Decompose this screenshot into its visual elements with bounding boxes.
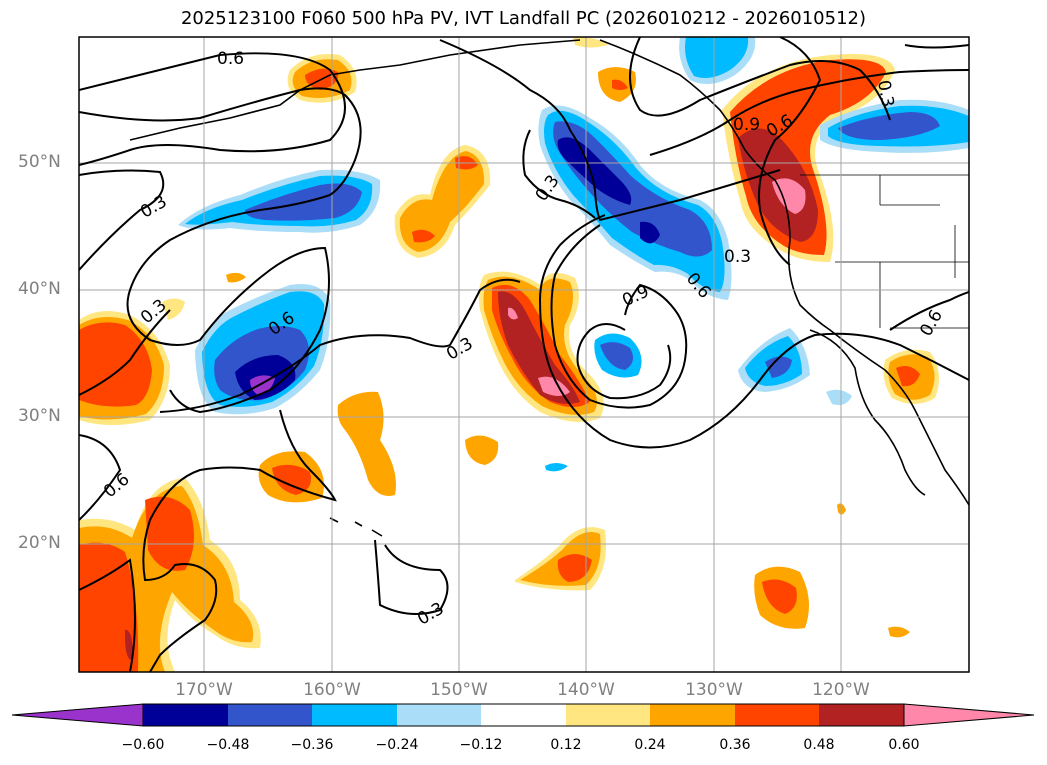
shade-darkred [498,291,580,404]
contour-line [576,323,672,400]
colorbar-bin [481,704,566,726]
lon-label: 140°W [557,680,615,700]
contour-line [374,539,449,615]
hawaii-islands [329,517,383,537]
shade-orange [465,435,499,465]
lat-label: 30°N [18,406,61,426]
lat-label: 40°N [18,279,61,299]
shade-lightblue [826,389,852,405]
colorbar-bin [312,704,397,726]
shade-blue [600,342,634,370]
contour-line [439,39,781,222]
contour-line [522,129,596,219]
colorbar-bin [735,704,819,726]
shade-red [557,554,592,582]
north-america-coast [599,39,969,506]
contour-label: 0.3 [724,247,751,267]
shade-pink [508,307,518,320]
contour-line [538,214,969,449]
contour-line [629,37,891,121]
shade-red [272,464,312,495]
shade-orange [337,391,396,496]
contour-line [550,224,688,409]
shade-cyan [685,37,749,78]
lat-label: 20°N [18,533,61,553]
shade-cyan [545,463,568,472]
positive-anomalies [79,37,939,672]
contour-line [904,44,969,49]
contour-line [79,87,362,414]
contour-line [649,69,969,156]
colorbar-extend-low [11,703,144,727]
colorbar-tick-label: −0.12 [459,737,503,753]
baja-coast [809,329,926,496]
shade-orange [399,151,485,252]
chart-title: 2025123100 F060 500 hPa PV, IVT Landfall… [180,8,867,29]
lon-label: 160°W [303,680,361,700]
colorbar-tick-label: −0.48 [206,737,250,753]
colorbar-bin [397,704,481,726]
shade-red [896,366,920,387]
shade-red [762,579,797,614]
colorbar-bin [228,704,312,726]
shade-yellow [162,298,185,320]
contour-line [79,309,171,396]
colorbar-bin [143,704,228,726]
colorbar-tick-label: 0.36 [719,737,751,753]
shade-navy [557,137,632,205]
contour-line [142,409,337,672]
contour-label: 0.3 [873,79,897,109]
contour-line [159,278,521,413]
shade-red [79,542,139,672]
contour-line [889,291,969,331]
shade-blue [838,112,940,140]
shade-red [412,229,435,243]
shade-red [145,496,194,571]
colorbar-tick-label: −0.60 [121,737,165,753]
shade-red [612,79,628,90]
map-frame [78,36,970,673]
colorbar-tick-label: 0.48 [803,737,835,753]
colorbar-tick-label: 0.60 [888,737,920,753]
coastlines [129,39,969,537]
colorbar-bin [819,704,904,726]
shade-blue [765,356,792,378]
colorbar-bin [650,704,735,726]
colorbar-tick-label: 0.24 [634,737,666,753]
shade-orange [888,626,910,638]
contour-line [758,37,822,266]
pv-contours [79,37,969,672]
contour-line [79,52,346,166]
colorbar-extend-high [903,703,1035,727]
shade-darkred [125,629,133,661]
contour-line [79,558,136,672]
shade-navy [640,221,660,244]
state-borders [835,175,969,329]
shade-yellow [573,37,608,48]
colorbar-tick-label: −0.36 [290,737,334,753]
contour-line [79,169,165,271]
colorbar-bin [566,704,650,726]
colorbar-tick-label: −0.24 [375,737,419,753]
political-borders [800,174,969,329]
contour-label: 0.9 [733,115,760,135]
colorbar-tick-label: 0.12 [550,737,582,753]
contour-line [79,434,122,521]
graticule [79,37,969,672]
colorbar-outline [142,703,905,727]
lon-label: 120°W [812,680,870,700]
colorbar [11,703,1035,727]
lon-label: 170°W [175,680,233,700]
lat-label: 50°N [18,152,61,172]
map-panel: 0.6 0.3 0.3 0.6 0.3 0.6 0.3 0.9 0.6 0.3 … [79,37,969,672]
lon-label: 130°W [685,680,743,700]
shade-pink [772,178,806,214]
shade-orange [226,272,246,283]
alaska-coast [129,39,581,141]
lon-label: 150°W [430,680,488,700]
contour-label: 0.6 [217,49,244,69]
